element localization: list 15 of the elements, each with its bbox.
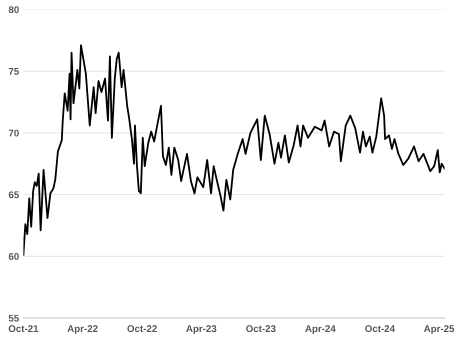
x-tick-label: Apr-24 bbox=[305, 325, 336, 334]
x-tick-label: Oct-22 bbox=[127, 325, 157, 332]
x-tick-label: Apr-25 bbox=[424, 325, 454, 334]
x-tick-label: Oct-21 bbox=[8, 325, 38, 332]
y-tick-label: 60 bbox=[8, 253, 19, 260]
line-series bbox=[23, 44, 445, 256]
x-tick-label: Apr-22 bbox=[67, 325, 98, 334]
y-tick-label: 80 bbox=[8, 6, 19, 14]
y-tick-label: 55 bbox=[8, 314, 19, 322]
y-tick-label: 65 bbox=[8, 191, 19, 198]
x-tick-label: Oct-23 bbox=[246, 325, 276, 332]
x-tick-label: Apr-23 bbox=[186, 325, 216, 334]
y-tick-label: 75 bbox=[8, 68, 19, 75]
x-tick-label: Oct-24 bbox=[365, 325, 395, 332]
y-tick-label: 70 bbox=[8, 130, 19, 137]
